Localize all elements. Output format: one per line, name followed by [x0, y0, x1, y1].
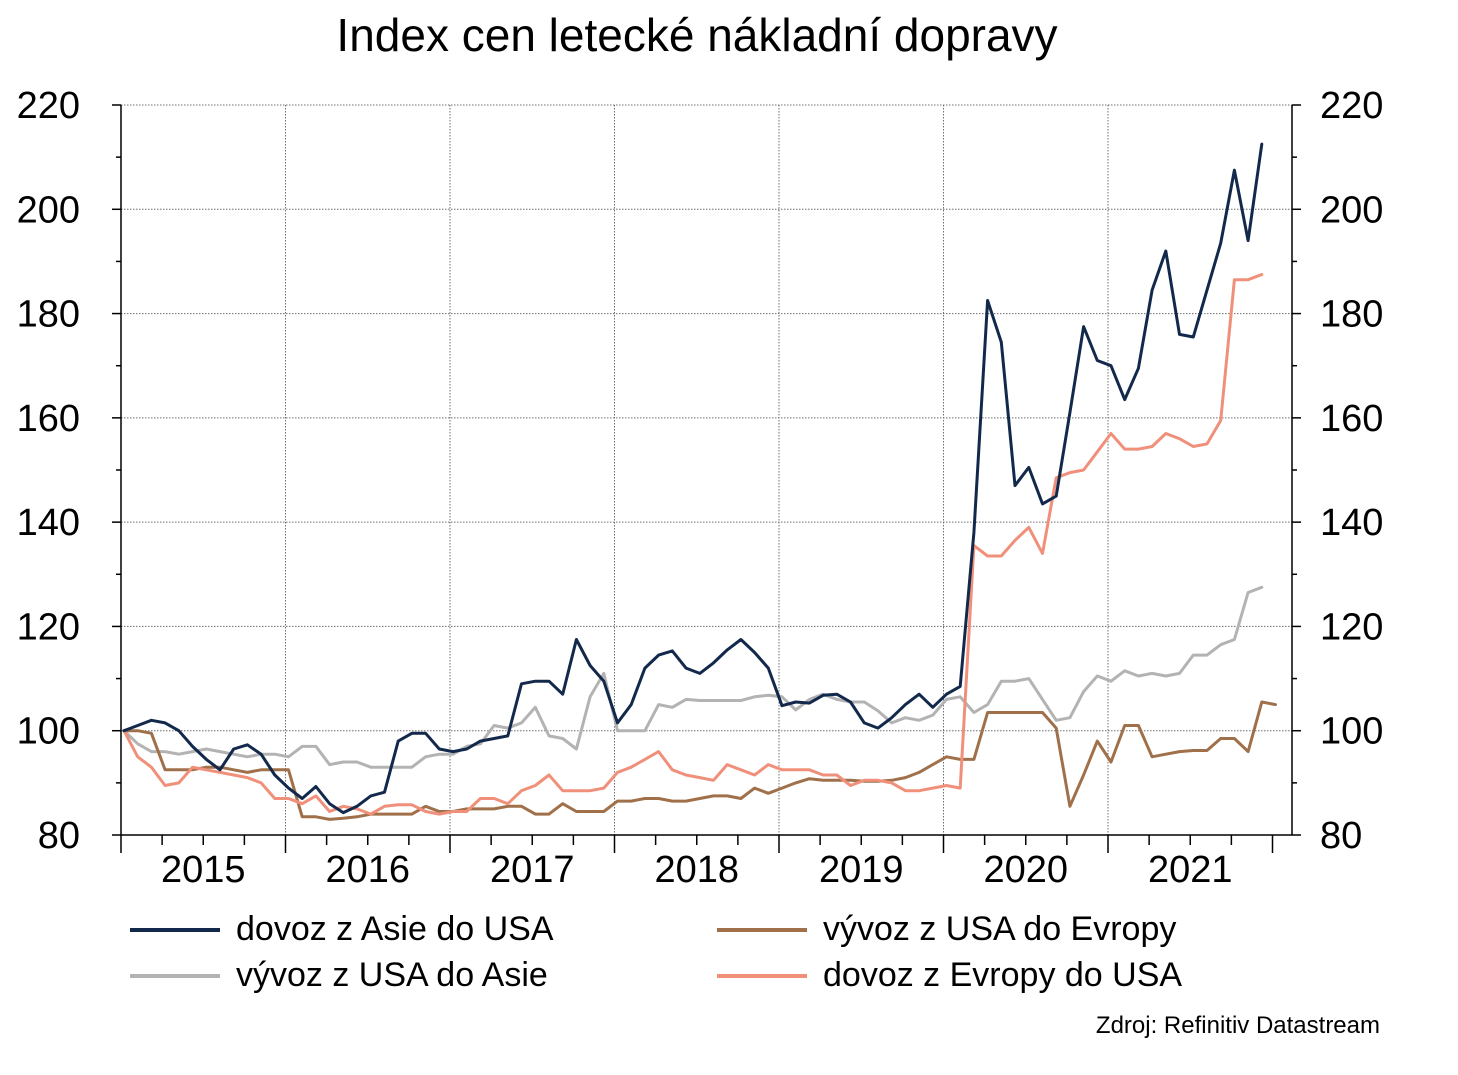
- y-tick-label-right: 80: [1320, 815, 1362, 857]
- series-lines: [122, 142, 1277, 821]
- legend-item-europe-import: dovoz z Evropy do USA: [717, 956, 1182, 995]
- legend-swatch: [130, 973, 220, 978]
- legend-swatch: [130, 927, 220, 932]
- y-tick-label-right: 100: [1320, 711, 1383, 753]
- x-tick-label: 2018: [654, 849, 739, 891]
- series-line: [122, 700, 1277, 821]
- y-tick-label-left: 100: [17, 711, 80, 753]
- y-tick-label-left: 120: [17, 606, 80, 648]
- legend-swatch: [717, 927, 807, 932]
- y-tick-label-left: 140: [17, 502, 80, 544]
- legend-label: dovoz z Evropy do USA: [823, 956, 1183, 994]
- x-tick-label: 2017: [490, 849, 575, 891]
- series-line: [122, 142, 1264, 815]
- series-line: [122, 273, 1264, 816]
- x-tick-label: 2021: [1148, 849, 1233, 891]
- y-tick-label-right: 160: [1320, 398, 1383, 440]
- y-tick-label-left: 180: [17, 294, 80, 336]
- x-tick-label: 2020: [983, 849, 1068, 891]
- y-tick-label-right: 120: [1320, 606, 1383, 648]
- tick-labels: 80 80 100 100 120 120 140 140 160 160 180 180 200 200…: [17, 85, 1384, 891]
- y-tick-label-right: 140: [1320, 502, 1383, 544]
- y-tick-label-right: 180: [1320, 294, 1383, 336]
- legend-swatch: [717, 973, 807, 978]
- series-line: [122, 585, 1264, 769]
- axes: [112, 104, 1301, 853]
- y-tick-label-left: 160: [17, 398, 80, 440]
- chart-title: Index cen letecké nákladní dopravy: [336, 9, 1058, 61]
- gridlines: [121, 104, 1292, 835]
- x-tick-label: 2019: [819, 849, 904, 891]
- legend-item-asia-export: vývoz z USA do Asie: [130, 956, 548, 995]
- source-note: Zdroj: Refinitiv Datastream: [1095, 1012, 1380, 1039]
- y-tick-label-right: 200: [1320, 189, 1383, 231]
- y-tick-label-left: 220: [17, 85, 80, 127]
- legend-label: dovoz z Asie do USA: [236, 910, 554, 948]
- y-tick-label-left: 200: [17, 189, 80, 231]
- y-tick-label-right: 220: [1320, 85, 1383, 127]
- legend-label: vývoz z USA do Evropy: [823, 910, 1177, 948]
- x-tick-label: 2016: [325, 849, 410, 891]
- y-tick-label-left: 80: [38, 815, 80, 857]
- x-tick-label: 2015: [161, 849, 246, 891]
- legend-label: vývoz z USA do Asie: [236, 956, 548, 994]
- legend-item-europe-export: vývoz z USA do Evropy: [717, 910, 1176, 949]
- legend-item-asia-import: dovoz z Asie do USA: [130, 910, 554, 949]
